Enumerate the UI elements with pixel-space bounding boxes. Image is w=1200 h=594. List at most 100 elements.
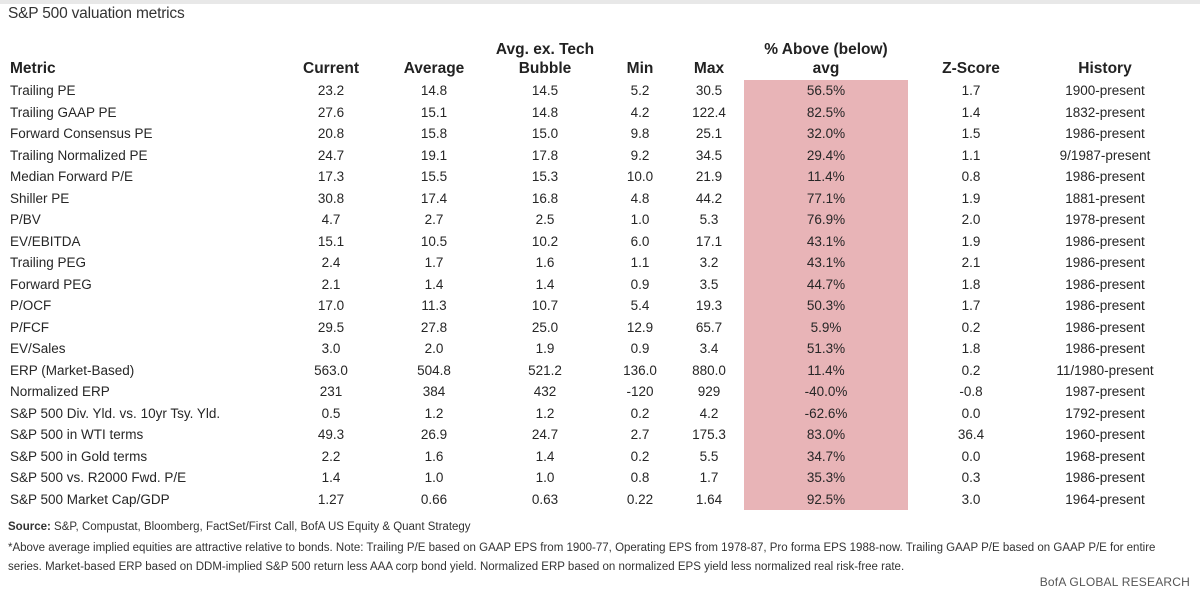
cell-history: 1986-present: [1065, 169, 1145, 184]
cell-max: 1.7: [699, 470, 719, 485]
cell-history: 9/1987-present: [1059, 147, 1151, 163]
table-row: S&P 500 in Gold terms 2.2 1.6 1.4 0.2 5.5 34.7…: [8, 445, 1176, 467]
cell-min: 0.8: [630, 470, 650, 485]
cell-z-score: 1.5: [961, 126, 981, 141]
brand-label: BofA GLOBAL RESEARCH: [1039, 575, 1190, 589]
cell-history: 1986-present: [1065, 126, 1145, 141]
cell-avg-ex-tech: 521.2: [528, 362, 562, 378]
source-note: Source: S&P, Compustat, Bloomberg, FactS…: [8, 521, 471, 533]
cell-z-score: 1.8: [961, 341, 981, 356]
cell-avg-ex-tech: 10.7: [531, 298, 559, 313]
cell-avg-ex-tech: 24.7: [531, 427, 559, 442]
cell-max: 5.5: [699, 448, 719, 464]
cell-min: 6.0: [630, 233, 650, 249]
cell-metric: ERP (Market-Based): [10, 362, 135, 378]
table-row: Median Forward P/E 17.3 15.5 15.3 10.0 21.9 11…: [8, 166, 1176, 188]
cell-history: 1986-present: [1065, 341, 1145, 356]
cell-min: 0.9: [630, 341, 650, 356]
cell-z-score: 1.7: [961, 83, 981, 98]
cell-max: 175.3: [692, 427, 726, 442]
cell-z-score: 1.9: [961, 233, 981, 249]
cell-average: 27.8: [420, 319, 448, 335]
cell-z-score: 2.0: [961, 212, 981, 227]
cell-history: 1987-present: [1065, 384, 1145, 399]
cell-avg-ex-tech: 1.6: [535, 255, 555, 270]
cell-z-score: -0.8: [959, 384, 983, 399]
cell-current: 3.0: [321, 341, 341, 356]
cell-current: 23.2: [317, 83, 345, 98]
page-title: S&P 500 valuation metrics: [8, 5, 185, 22]
cell-metric: Normalized ERP: [10, 384, 110, 399]
table-row: S&P 500 in WTI terms 49.3 26.9 24.7 2.7 175.3…: [8, 424, 1176, 446]
table-row: Trailing PE 23.2 14.8 14.5 5.2 30.5 56.5% 1.7 19…: [8, 80, 1176, 102]
table-row: ERP (Market-Based) 563.0 504.8 521.2 136.0 88…: [8, 359, 1176, 381]
cell-avg-ex-tech: 15.0: [531, 126, 559, 141]
cell-history: 1964-present: [1065, 491, 1145, 507]
cell-average: 384: [422, 384, 446, 399]
cell-average: 15.5: [420, 169, 448, 184]
cell-metric: EV/Sales: [10, 341, 66, 356]
cell-min: 0.2: [630, 448, 650, 464]
column-header-average: Average: [403, 60, 465, 77]
cell-history: 11/1980-present: [1056, 362, 1154, 378]
cell-min: 5.2: [630, 83, 650, 98]
cell-z-score: 0.2: [961, 362, 981, 378]
cell-avg-ex-tech: 14.8: [531, 104, 559, 120]
cell-min: 0.2: [630, 405, 650, 421]
cell-z-score: 0.2: [961, 319, 981, 335]
cell-max: 1.64: [695, 491, 723, 507]
cell-max: 34.5: [695, 147, 723, 163]
source-text: S&P, Compustat, Bloomberg, FactSet/First…: [50, 521, 471, 533]
cell-z-score: 36.4: [957, 427, 985, 442]
cell-metric: EV/EBITDA: [10, 233, 81, 249]
cell-average: 15.1: [420, 104, 448, 120]
cell-z-score: 1.7: [961, 298, 981, 313]
cell-pct-above-avg: 11.4%: [744, 359, 908, 381]
cell-history: 1986-present: [1065, 255, 1145, 270]
cell-metric: S&P 500 in WTI terms: [10, 427, 144, 442]
table-row: Shiller PE 30.8 17.4 16.8 4.8 44.2 77.1% 1.9 188…: [8, 187, 1176, 209]
cell-avg-ex-tech: 1.4: [535, 448, 555, 464]
cell-pct-above-avg: 43.1%: [744, 230, 908, 252]
cell-min: 12.9: [626, 319, 654, 335]
cell-avg-ex-tech: 1.9: [535, 341, 555, 356]
cell-avg-ex-tech: 25.0: [531, 319, 559, 335]
table-row: EV/Sales 3.0 2.0 1.9 0.9 3.4 51.3% 1.8 1986-pres…: [8, 338, 1176, 360]
cell-current: 29.5: [317, 319, 345, 335]
cell-pct-above-avg: 56.5%: [744, 80, 908, 102]
table-row: S&P 500 vs. R2000 Fwd. P/E 1.4 1.0 1.0 0.8 1.…: [8, 467, 1176, 489]
cell-max: 4.2: [699, 405, 719, 421]
cell-max: 929: [697, 384, 721, 399]
table-header-row: Metric Current Average Avg. ex. Tech Bub…: [8, 40, 1176, 80]
cell-pct-above-avg: 35.3%: [744, 467, 908, 489]
table-row: Forward PEG 2.1 1.4 1.4 0.9 3.5 44.7% 1.8 1986-p…: [8, 273, 1176, 295]
table-row: Trailing PEG 2.4 1.7 1.6 1.1 3.2 43.1% 2.1 1986-…: [8, 252, 1176, 274]
cell-pct-above-avg: 43.1%: [744, 252, 908, 274]
table-row: EV/EBITDA 15.1 10.5 10.2 6.0 17.1 43.1% 1.9 1986…: [8, 230, 1176, 252]
column-header-pct-above-avg: % Above (below) avg: [764, 41, 888, 77]
cell-avg-ex-tech: 2.5: [535, 212, 555, 227]
cell-current: 1.4: [321, 470, 341, 485]
cell-pct-above-avg: 76.9%: [744, 209, 908, 231]
cell-pct-above-avg: 92.5%: [744, 488, 908, 510]
cell-history: 1986-present: [1065, 470, 1145, 485]
cell-average: 504.8: [417, 362, 451, 378]
cell-current: 0.5: [321, 405, 341, 421]
cell-z-score: 0.0: [961, 448, 981, 464]
cell-max: 3.2: [699, 255, 719, 270]
cell-max: 19.3: [695, 298, 723, 313]
cell-average: 1.6: [424, 448, 444, 464]
cell-average: 1.2: [424, 405, 444, 421]
cell-max: 30.5: [695, 83, 723, 98]
cell-average: 2.7: [424, 212, 444, 227]
cell-history: 1986-present: [1065, 233, 1145, 249]
column-header-max: Max: [693, 60, 725, 77]
cell-avg-ex-tech: 1.0: [535, 470, 555, 485]
cell-metric: S&P 500 vs. R2000 Fwd. P/E: [10, 470, 187, 485]
cell-current: 17.0: [317, 298, 345, 313]
table-row: Trailing Normalized PE 24.7 19.1 17.8 9.2 34.…: [8, 144, 1176, 166]
cell-pct-above-avg: 82.5%: [744, 101, 908, 123]
cell-metric: S&P 500 Div. Yld. vs. 10yr Tsy. Yld.: [10, 405, 221, 421]
table-row: Trailing GAAP PE 27.6 15.1 14.8 4.2 122.4 82.5…: [8, 101, 1176, 123]
cell-avg-ex-tech: 16.8: [531, 190, 559, 206]
